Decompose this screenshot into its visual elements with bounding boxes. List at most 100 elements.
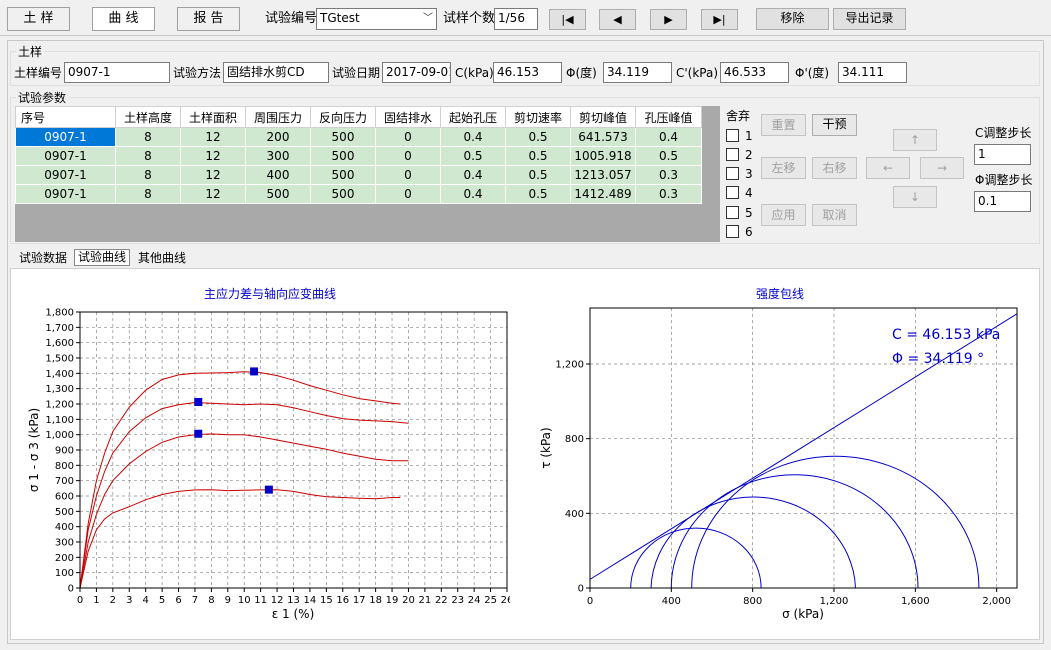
x-tick-label: 8 bbox=[208, 595, 214, 606]
discard-checkbox-3[interactable] bbox=[726, 167, 739, 180]
table-cell[interactable]: 500 bbox=[245, 184, 311, 204]
last-record-button[interactable]: ▶| bbox=[701, 9, 738, 30]
col-header[interactable]: 孔压峰值 bbox=[635, 106, 702, 128]
table-cell[interactable]: 12 bbox=[180, 184, 246, 204]
col-header[interactable]: 土样高度 bbox=[115, 106, 181, 128]
mohr-circle-4 bbox=[691, 455, 980, 589]
table-cell[interactable]: 0.5 bbox=[505, 146, 571, 166]
table-cell[interactable]: 0.4 bbox=[635, 127, 702, 147]
table-cell[interactable]: 12 bbox=[180, 127, 246, 147]
table-cell[interactable]: 8 bbox=[115, 146, 181, 166]
table-cell[interactable]: 0.5 bbox=[440, 146, 506, 166]
table-cell[interactable]: 1412.489 bbox=[570, 184, 636, 204]
prev-record-button[interactable]: ◀ bbox=[599, 9, 636, 30]
table-cell[interactable]: 0.5 bbox=[505, 184, 571, 204]
table-cell[interactable]: 0907-1 bbox=[15, 127, 116, 147]
discard-checkbox-6[interactable] bbox=[726, 225, 739, 238]
table-cell[interactable]: 8 bbox=[115, 127, 181, 147]
table-cell[interactable]: 0 bbox=[375, 165, 441, 185]
date-field[interactable]: 2017-09-01 bbox=[382, 62, 451, 83]
table-cell[interactable]: 0.5 bbox=[635, 146, 702, 166]
table-cell[interactable]: 1213.057 bbox=[570, 165, 636, 185]
phi-step-field[interactable]: 0.1 bbox=[974, 191, 1031, 212]
tab-soil[interactable]: 土 样 bbox=[7, 7, 70, 31]
discard-checkbox-2[interactable] bbox=[726, 148, 739, 161]
table-cell[interactable]: 200 bbox=[245, 127, 311, 147]
shift-right-button[interactable]: 右移 bbox=[812, 157, 857, 179]
sample-no-field[interactable]: 0907-1 bbox=[64, 62, 170, 83]
col-header[interactable]: 反向压力 bbox=[310, 106, 376, 128]
tab-test-data[interactable]: 试验数据 bbox=[18, 251, 67, 265]
table-cell[interactable]: 0 bbox=[375, 184, 441, 204]
table-cell[interactable]: 0 bbox=[375, 127, 441, 147]
col-header[interactable]: 剪切速率 bbox=[505, 106, 571, 128]
reset-button[interactable]: 重置 bbox=[761, 114, 806, 136]
c-effective-field[interactable]: 46.533 bbox=[720, 62, 789, 83]
chevron-down-icon[interactable]: ﹀ bbox=[423, 13, 433, 24]
table-cell[interactable]: 0 bbox=[375, 146, 441, 166]
col-header[interactable]: 剪切峰值 bbox=[570, 106, 636, 128]
col-header[interactable]: 周围压力 bbox=[245, 106, 311, 128]
discard-checkbox-4[interactable] bbox=[726, 186, 739, 199]
y-tick-label: 300 bbox=[55, 538, 74, 549]
table-cell[interactable]: 500 bbox=[310, 165, 376, 185]
table-row[interactable]: 0907-1 8 12 300 500 0 0.5 0.5 1005.918 0… bbox=[15, 146, 702, 166]
phi-field[interactable]: 34.119 bbox=[603, 62, 672, 83]
params-table[interactable]: 序号 土样高度 土样面积 周围压力 反向压力 固结排水 起始孔压 剪切速率 剪切… bbox=[15, 106, 702, 204]
table-cell[interactable]: 300 bbox=[245, 146, 311, 166]
arrow-up-button[interactable]: ↑ bbox=[893, 129, 937, 151]
first-record-button[interactable]: |◀ bbox=[549, 9, 586, 30]
table-cell[interactable]: 641.573 bbox=[570, 127, 636, 147]
col-header[interactable]: 固结排水 bbox=[375, 106, 441, 128]
intervene-button[interactable]: 干预 bbox=[812, 114, 857, 136]
table-row[interactable]: 0907-1 8 12 500 500 0 0.4 0.5 1412.489 0… bbox=[15, 184, 702, 204]
table-cell[interactable]: 0907-1 bbox=[15, 184, 116, 204]
remove-button[interactable]: 移除 bbox=[756, 8, 829, 30]
table-cell[interactable]: 500 bbox=[310, 146, 376, 166]
table-cell[interactable]: 500 bbox=[310, 184, 376, 204]
c-step-field[interactable]: 1 bbox=[974, 144, 1031, 165]
chart-grid bbox=[80, 312, 507, 588]
arrow-down-button[interactable]: ↓ bbox=[893, 186, 937, 208]
tab-curve[interactable]: 曲 线 bbox=[92, 7, 155, 31]
table-cell[interactable]: 12 bbox=[180, 165, 246, 185]
table-cell[interactable]: 400 bbox=[245, 165, 311, 185]
table-cell[interactable]: 0.3 bbox=[635, 165, 702, 185]
table-cell[interactable]: 0.5 bbox=[505, 165, 571, 185]
table-cell[interactable]: 0907-1 bbox=[15, 165, 116, 185]
sample-count-field[interactable]: 1/56 bbox=[494, 8, 538, 30]
table-cell[interactable]: 8 bbox=[115, 165, 181, 185]
tab-test-curve[interactable]: 试验曲线 bbox=[74, 249, 130, 266]
col-header[interactable]: 起始孔压 bbox=[440, 106, 506, 128]
table-cell[interactable]: 0.5 bbox=[505, 127, 571, 147]
table-row[interactable]: 0907-1 8 12 400 500 0 0.4 0.5 1213.057 0… bbox=[15, 165, 702, 185]
col-header[interactable]: 土样面积 bbox=[180, 106, 246, 128]
c-field[interactable]: 46.153 bbox=[493, 62, 562, 83]
table-cell[interactable]: 0907-1 bbox=[15, 146, 116, 166]
next-record-button[interactable]: ▶ bbox=[650, 9, 687, 30]
table-cell[interactable]: 12 bbox=[180, 146, 246, 166]
shift-left-button[interactable]: 左移 bbox=[761, 157, 806, 179]
tab-other-curve[interactable]: 其他曲线 bbox=[137, 251, 186, 265]
test-id-select[interactable]: TGtest ﹀ bbox=[316, 8, 437, 30]
table-row[interactable]: 0907-1 8 12 200 500 0 0.4 0.5 641.573 0.… bbox=[15, 127, 702, 147]
apply-button[interactable]: 应用 bbox=[761, 204, 806, 226]
cancel-button[interactable]: 取消 bbox=[812, 204, 857, 226]
table-cell[interactable]: 0.4 bbox=[440, 127, 506, 147]
export-records-button[interactable]: 导出记录 bbox=[833, 8, 906, 30]
col-header[interactable]: 序号 bbox=[15, 106, 116, 128]
table-cell[interactable]: 0.4 bbox=[440, 184, 506, 204]
table-cell[interactable]: 500 bbox=[310, 127, 376, 147]
method-field[interactable]: 固结排水剪CD bbox=[223, 62, 329, 83]
phi-effective-field[interactable]: 34.111 bbox=[838, 62, 907, 83]
table-cell[interactable]: 8 bbox=[115, 184, 181, 204]
arrow-right-button[interactable]: → bbox=[920, 157, 964, 179]
plot-frame bbox=[79, 311, 508, 589]
tab-report[interactable]: 报 告 bbox=[177, 7, 240, 31]
discard-checkbox-1[interactable] bbox=[726, 129, 739, 142]
table-cell[interactable]: 0.3 bbox=[635, 184, 702, 204]
arrow-left-button[interactable]: ← bbox=[866, 157, 910, 179]
table-cell[interactable]: 1005.918 bbox=[570, 146, 636, 166]
discard-checkbox-5[interactable] bbox=[726, 206, 739, 219]
table-cell[interactable]: 0.4 bbox=[440, 165, 506, 185]
